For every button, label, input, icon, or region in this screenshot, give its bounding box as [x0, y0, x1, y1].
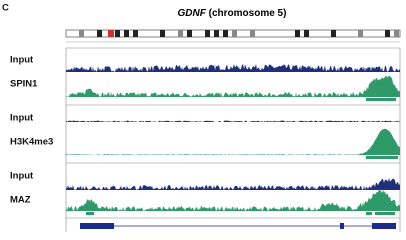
band — [214, 30, 219, 37]
peak-bars — [86, 98, 398, 215]
title: GDNF (chromosome 5) — [178, 8, 287, 19]
band — [394, 30, 399, 37]
signal-track — [66, 177, 400, 190]
band — [331, 30, 336, 37]
track-label: Input — [10, 113, 34, 124]
band — [97, 30, 102, 37]
signal-track — [66, 128, 400, 155]
track-frames — [65, 47, 401, 232]
track-label: Input — [10, 55, 34, 66]
band — [232, 30, 237, 37]
band — [178, 30, 183, 37]
track-label: MAZ — [10, 195, 31, 206]
track-label: SPIN1 — [10, 79, 38, 90]
band — [223, 30, 228, 37]
signal-track — [66, 75, 400, 97]
band — [187, 30, 192, 37]
title-gene: GDNF — [178, 8, 207, 19]
band — [205, 30, 210, 37]
band — [160, 30, 165, 37]
signal-track — [66, 64, 400, 72]
band — [115, 30, 120, 37]
title-rest: (chromosome 5) — [206, 8, 287, 19]
track-label: H3K4me3 — [10, 137, 53, 148]
gene-model — [80, 223, 396, 229]
band — [124, 30, 129, 37]
band — [385, 30, 390, 37]
signal-track — [66, 188, 400, 211]
figure: C GDNF (chromosome 5) Input SPIN1 Input … — [2, 3, 401, 232]
panel-letter: C — [2, 3, 9, 14]
band — [133, 30, 138, 37]
band — [358, 30, 363, 37]
track-label: Input — [10, 171, 34, 182]
band — [295, 30, 300, 37]
band — [304, 30, 309, 37]
signal-track — [66, 120, 400, 122]
band — [79, 30, 84, 37]
band — [250, 30, 255, 37]
